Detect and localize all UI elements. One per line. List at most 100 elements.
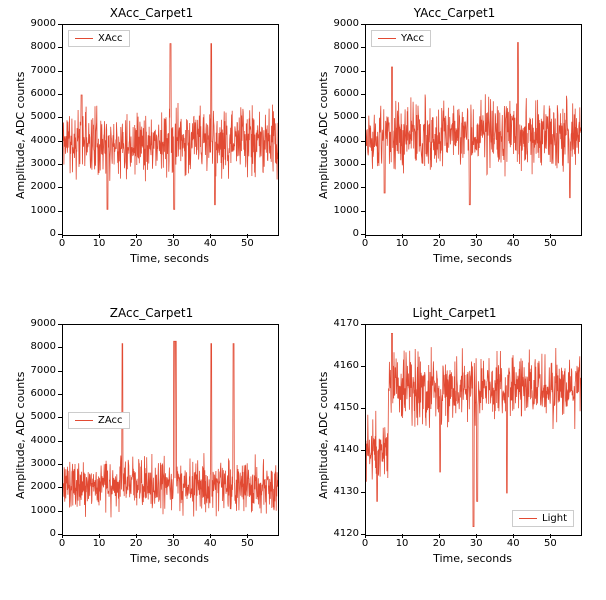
series-line [63,325,278,535]
x-tick-mark [136,534,137,538]
y-tick-mark [361,164,365,165]
x-tick-label: 50 [544,238,557,249]
x-tick-mark [550,234,551,238]
x-axis-label: Time, seconds [62,552,277,565]
y-tick-label: 7000 [0,365,56,376]
x-tick-label: 10 [93,238,106,249]
x-axis-label: Time, seconds [62,252,277,265]
y-tick-label: 4000 [0,435,56,446]
x-tick-mark [247,234,248,238]
y-tick-label: 6000 [303,88,359,99]
x-tick-mark [365,534,366,538]
legend-label: Light [542,513,567,524]
x-tick-mark [62,234,63,238]
x-tick-mark [476,534,477,538]
y-tick-label: 4140 [303,444,359,455]
y-tick-label: 6000 [0,388,56,399]
x-tick-mark [210,234,211,238]
legend-line-icon [75,420,93,421]
y-tick-mark [361,324,365,325]
y-tick-mark [58,211,62,212]
x-tick-label: 40 [507,238,520,249]
plot-area [365,24,582,236]
series-line [366,25,581,235]
y-tick-label: 8000 [303,41,359,52]
x-tick-mark [365,234,366,238]
y-tick-mark [58,94,62,95]
x-tick-mark [136,234,137,238]
y-tick-label: 4170 [303,318,359,329]
legend: YAcc [371,30,431,47]
x-tick-label: 30 [470,238,483,249]
x-tick-mark [513,234,514,238]
x-tick-label: 20 [130,238,143,249]
y-tick-label: 7000 [303,65,359,76]
y-tick-label: 2000 [303,181,359,192]
x-tick-label: 40 [204,538,217,549]
y-tick-mark [361,408,365,409]
x-tick-mark [439,234,440,238]
y-tick-mark [58,441,62,442]
x-tick-label: 20 [433,238,446,249]
y-tick-label: 7000 [0,65,56,76]
y-tick-mark [58,47,62,48]
y-tick-label: 9000 [0,18,56,29]
y-tick-mark [361,211,365,212]
x-tick-mark [476,234,477,238]
y-tick-label: 4150 [303,402,359,413]
y-tick-mark [361,492,365,493]
plot-area [62,324,279,536]
y-tick-mark [58,324,62,325]
y-tick-label: 0 [0,228,56,239]
panel-zacc: ZAcc_Carpet1Amplitude, ADC counts0100020… [0,300,303,600]
x-tick-label: 20 [130,538,143,549]
legend-line-icon [75,38,93,39]
x-tick-label: 0 [362,238,368,249]
x-tick-label: 50 [241,538,254,549]
x-tick-label: 10 [396,238,409,249]
x-tick-mark [513,534,514,538]
legend-line-icon [378,38,396,39]
x-tick-label: 40 [507,538,520,549]
x-tick-mark [439,534,440,538]
x-tick-label: 40 [204,238,217,249]
y-axis-label: Amplitude, ADC counts [317,372,330,499]
y-tick-mark [361,141,365,142]
x-tick-label: 50 [544,538,557,549]
x-tick-mark [62,534,63,538]
y-tick-mark [58,24,62,25]
y-tick-label: 5000 [303,111,359,122]
legend-line-icon [519,518,537,519]
y-tick-mark [58,187,62,188]
y-tick-label: 1000 [0,205,56,216]
x-tick-mark [99,234,100,238]
y-tick-label: 2000 [0,181,56,192]
x-tick-label: 0 [362,538,368,549]
y-tick-mark [361,24,365,25]
y-tick-mark [361,187,365,188]
series-line [366,325,581,535]
x-tick-label: 30 [167,238,180,249]
y-tick-label: 1000 [303,205,359,216]
panel-xacc: XAcc_Carpet1Amplitude, ADC counts0100020… [0,0,303,300]
y-tick-mark [361,47,365,48]
y-tick-label: 4160 [303,360,359,371]
panel-light: Light_Carpet1Amplitude, ADC counts412041… [303,300,606,600]
series-line [63,25,278,235]
y-tick-label: 0 [0,528,56,539]
y-tick-mark [58,394,62,395]
legend: XAcc [68,30,130,47]
legend-label: YAcc [401,33,424,44]
y-tick-label: 5000 [0,111,56,122]
y-tick-label: 0 [303,228,359,239]
x-tick-label: 30 [167,538,180,549]
y-tick-label: 2000 [0,481,56,492]
y-tick-label: 4130 [303,486,359,497]
x-tick-label: 20 [433,538,446,549]
y-tick-mark [58,347,62,348]
x-tick-mark [173,534,174,538]
y-tick-label: 4000 [0,135,56,146]
y-tick-mark [361,94,365,95]
x-tick-label: 10 [396,538,409,549]
x-tick-mark [550,534,551,538]
